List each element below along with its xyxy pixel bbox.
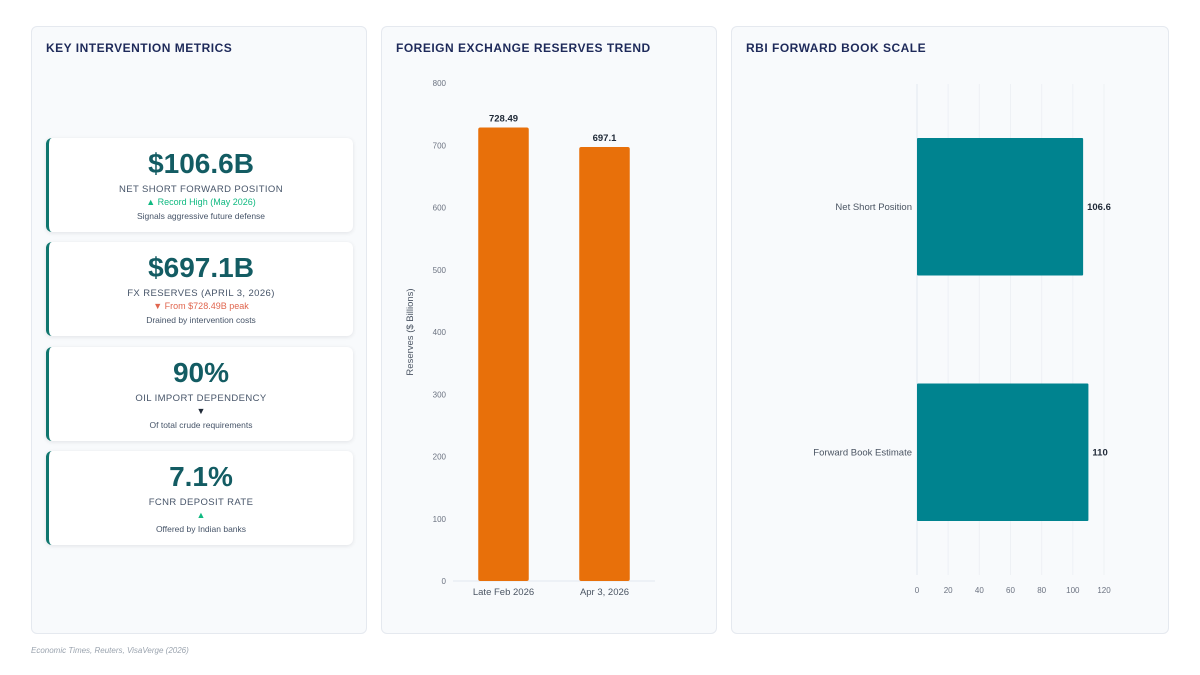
bar-value-label: 697.1 <box>593 133 617 144</box>
metric-note: Drained by intervention costs <box>146 315 256 325</box>
x-tick-label: 40 <box>975 586 984 595</box>
metric-note: Offered by Indian banks <box>155 524 247 534</box>
x-tick-label: 80 <box>1037 586 1046 595</box>
forward-book-chart-panel: RBI FORWARD BOOK SCALE 0 20 40 60 80 100 120 10… <box>731 26 1169 634</box>
metric-card-net-short: $106.6B NET SHORT FORWARD POSITION ▲ Rec… <box>46 138 353 232</box>
x-tick-label: 20 <box>944 586 953 595</box>
x-tick-label: 60 <box>1006 586 1015 595</box>
metric-note: Of total crude requirements <box>149 420 253 430</box>
metric-value: $106.6B <box>148 148 254 179</box>
metric-label: FCNR DEPOSIT RATE <box>148 497 254 508</box>
metric-value: 7.1% <box>169 461 233 492</box>
forward-book-chart-title: RBI FORWARD BOOK SCALE <box>746 41 927 55</box>
forward-book-bar <box>917 138 1084 276</box>
x-tick-label: 100 <box>1066 586 1080 595</box>
metric-label: NET SHORT FORWARD POSITION <box>118 184 283 195</box>
y-tick-label: 700 <box>433 141 447 150</box>
metrics-panel: KEY INTERVENTION METRICS $106.6B NET SHO… <box>31 26 367 634</box>
metrics-panel-title: KEY INTERVENTION METRICS <box>46 41 233 55</box>
y-tick-label: 200 <box>433 453 447 462</box>
y-tick-label: 400 <box>433 328 447 337</box>
bar-value-label: 106.6 <box>1087 202 1111 213</box>
y-category-label: Forward Book Estimate <box>813 447 912 458</box>
metric-value: $697.1B <box>148 252 254 283</box>
y-category-label: Net Short Position <box>835 202 912 213</box>
metric-trend: ▲ Record High (May 2026) <box>146 197 256 207</box>
y-tick-label: 100 <box>433 515 447 524</box>
metric-label: FX RESERVES (APRIL 3, 2026) <box>127 288 275 299</box>
metric-trend: ▼ <box>196 406 206 416</box>
forward-book-bar <box>917 383 1089 521</box>
y-tick-label: 0 <box>442 577 447 586</box>
bar-value-label: 728.49 <box>489 114 518 125</box>
metric-trend: ▲ <box>196 510 206 520</box>
y-tick-label: 800 <box>433 79 447 88</box>
metric-trend: ▼ From $728.49B peak <box>153 301 249 311</box>
bar-value-label: 110 <box>1092 447 1107 458</box>
reserves-bar <box>579 147 630 582</box>
metric-label: OIL IMPORT DEPENDENCY <box>135 393 267 404</box>
x-category-label: Late Feb 2026 <box>473 587 534 598</box>
metric-card-fx-reserves: $697.1B FX RESERVES (APRIL 3, 2026) ▼ Fr… <box>46 242 353 336</box>
reserves-chart-title: FOREIGN EXCHANGE RESERVES TREND <box>396 41 651 55</box>
source-note: Economic Times, Reuters, VisaVerge (2026… <box>31 646 189 655</box>
x-tick-label: 120 <box>1097 586 1111 595</box>
metric-card-oil-import: 90% OIL IMPORT DEPENDENCY ▼ Of total cru… <box>46 347 353 441</box>
reserves-chart-panel: FOREIGN EXCHANGE RESERVES TREND 0 100 200 3… <box>381 26 717 634</box>
y-tick-label: 300 <box>433 390 447 399</box>
metric-card-fcnr: 7.1% FCNR DEPOSIT RATE ▲ Offered by Indi… <box>46 451 353 545</box>
reserves-bar-chart: 0 100 200 300 400 500 600 700 800 Reserves ($ Bil… <box>405 79 655 598</box>
x-category-label: Apr 3, 2026 <box>580 587 629 598</box>
forward-book-bar-chart: 0 20 40 60 80 100 120 106.6 Net Short Position 11… <box>813 84 1111 595</box>
y-tick-label: 600 <box>433 204 447 213</box>
reserves-bar <box>478 127 529 581</box>
metric-value: 90% <box>172 357 230 388</box>
y-tick-label: 500 <box>433 266 447 275</box>
y-axis-label: Reserves ($ Billions) <box>405 288 416 375</box>
metric-note: Signals aggressive future defense <box>136 211 266 221</box>
x-tick-label: 0 <box>915 586 920 595</box>
